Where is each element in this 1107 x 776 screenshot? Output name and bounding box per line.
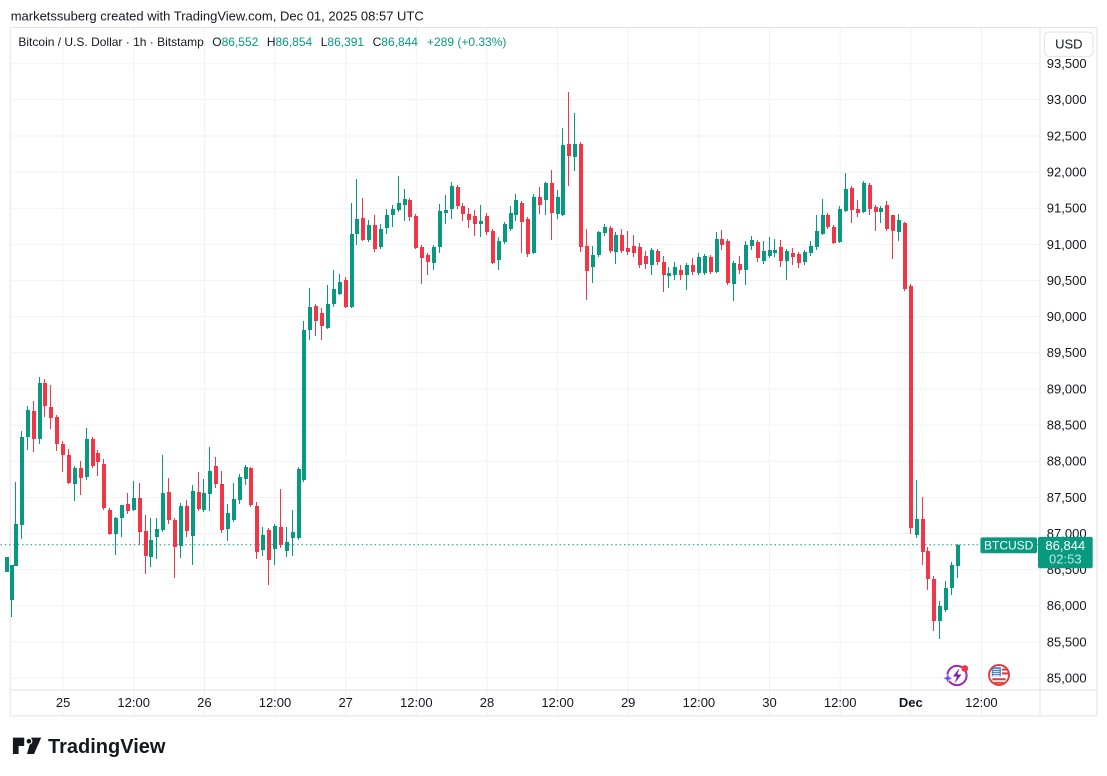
svg-text:30: 30 [762,695,776,710]
svg-text:27: 27 [338,695,352,710]
svg-text:USD: USD [1055,37,1082,52]
svg-text:Dec: Dec [899,695,923,710]
svg-text:12:00: 12:00 [541,695,574,710]
svg-text:25: 25 [56,695,70,710]
svg-text:12:00: 12:00 [259,695,292,710]
svg-text:12:00: 12:00 [683,695,716,710]
svg-text:92,500: 92,500 [1047,128,1087,143]
svg-text:12:00: 12:00 [965,695,998,710]
svg-text:88,000: 88,000 [1047,454,1087,469]
svg-text:87,500: 87,500 [1047,490,1087,505]
svg-text:TradingView: TradingView [48,736,166,758]
svg-text:85,000: 85,000 [1047,671,1087,686]
svg-text:12:00: 12:00 [400,695,433,710]
svg-text:86,844: 86,844 [1045,538,1085,553]
svg-text:88,500: 88,500 [1047,418,1087,433]
svg-text:86,000: 86,000 [1047,598,1087,613]
svg-text:90,000: 90,000 [1047,309,1087,324]
svg-text:93,500: 93,500 [1047,56,1087,71]
svg-text:89,000: 89,000 [1047,381,1087,396]
svg-text:28: 28 [480,695,494,710]
svg-text:85,500: 85,500 [1047,634,1087,649]
svg-text:90,500: 90,500 [1047,273,1087,288]
svg-text:91,000: 91,000 [1047,237,1087,252]
svg-text:29: 29 [621,695,635,710]
svg-text:26: 26 [197,695,211,710]
svg-text:12:00: 12:00 [117,695,150,710]
svg-text:BTCUSD: BTCUSD [984,538,1034,552]
svg-text:91,500: 91,500 [1047,201,1087,216]
svg-text:marketssuberg created with Tra: marketssuberg created with TradingView.c… [11,8,424,23]
svg-text:92,000: 92,000 [1047,165,1087,180]
svg-text:12:00: 12:00 [824,695,857,710]
svg-text:93,000: 93,000 [1047,92,1087,107]
svg-text:02:53: 02:53 [1049,551,1082,566]
svg-text:89,500: 89,500 [1047,345,1087,360]
